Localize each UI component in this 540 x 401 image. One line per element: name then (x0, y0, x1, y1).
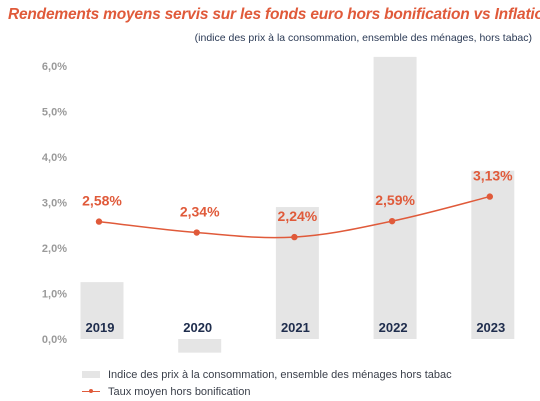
y-tick-label: 4,0% (42, 152, 67, 164)
y-tick-label: 6,0% (42, 61, 67, 73)
legend-bar-swatch (82, 371, 100, 378)
data-label: 3,13% (473, 168, 513, 184)
chart-subtitle: (indice des prix à la consommation, ense… (194, 32, 532, 44)
x-category-label: 2023 (476, 320, 505, 335)
y-tick-label: 5,0% (42, 107, 67, 119)
legend-item-line: Taux moyen hors bonification (82, 383, 452, 400)
line-point (95, 218, 103, 225)
chart-title: Rendements moyens servis sur les fonds e… (8, 6, 540, 23)
bar (373, 56, 417, 340)
legend-label-line: Taux moyen hors bonification (108, 385, 251, 398)
data-label: 2,34% (180, 204, 220, 220)
legend-line-swatch (82, 388, 100, 395)
line-point (291, 233, 298, 241)
bar (275, 207, 319, 339)
y-tick-label: 2,0% (42, 243, 67, 255)
data-label: 2,58% (82, 193, 122, 209)
legend-item-bars: Indice des prix à la consommation, ensem… (82, 366, 452, 383)
data-label: 2,59% (375, 192, 415, 208)
line-point (193, 229, 200, 236)
x-category-label: 2022 (379, 320, 408, 335)
data-label: 2,24% (278, 208, 318, 224)
x-category-label: 2020 (183, 320, 212, 335)
bar (80, 282, 124, 339)
y-tick-label: 0,0% (42, 334, 67, 346)
bar (471, 170, 515, 339)
y-tick-label: 3,0% (42, 198, 67, 210)
bar (178, 339, 222, 353)
line-point (388, 217, 396, 225)
legend: Indice des prix à la consommation, ensem… (82, 366, 452, 400)
x-category-label: 2021 (281, 320, 310, 335)
x-category-label: 2019 (86, 320, 115, 335)
y-tick-label: 1,0% (42, 289, 67, 301)
line-point (486, 193, 493, 200)
legend-label-bars: Indice des prix à la consommation, ensem… (108, 368, 452, 381)
